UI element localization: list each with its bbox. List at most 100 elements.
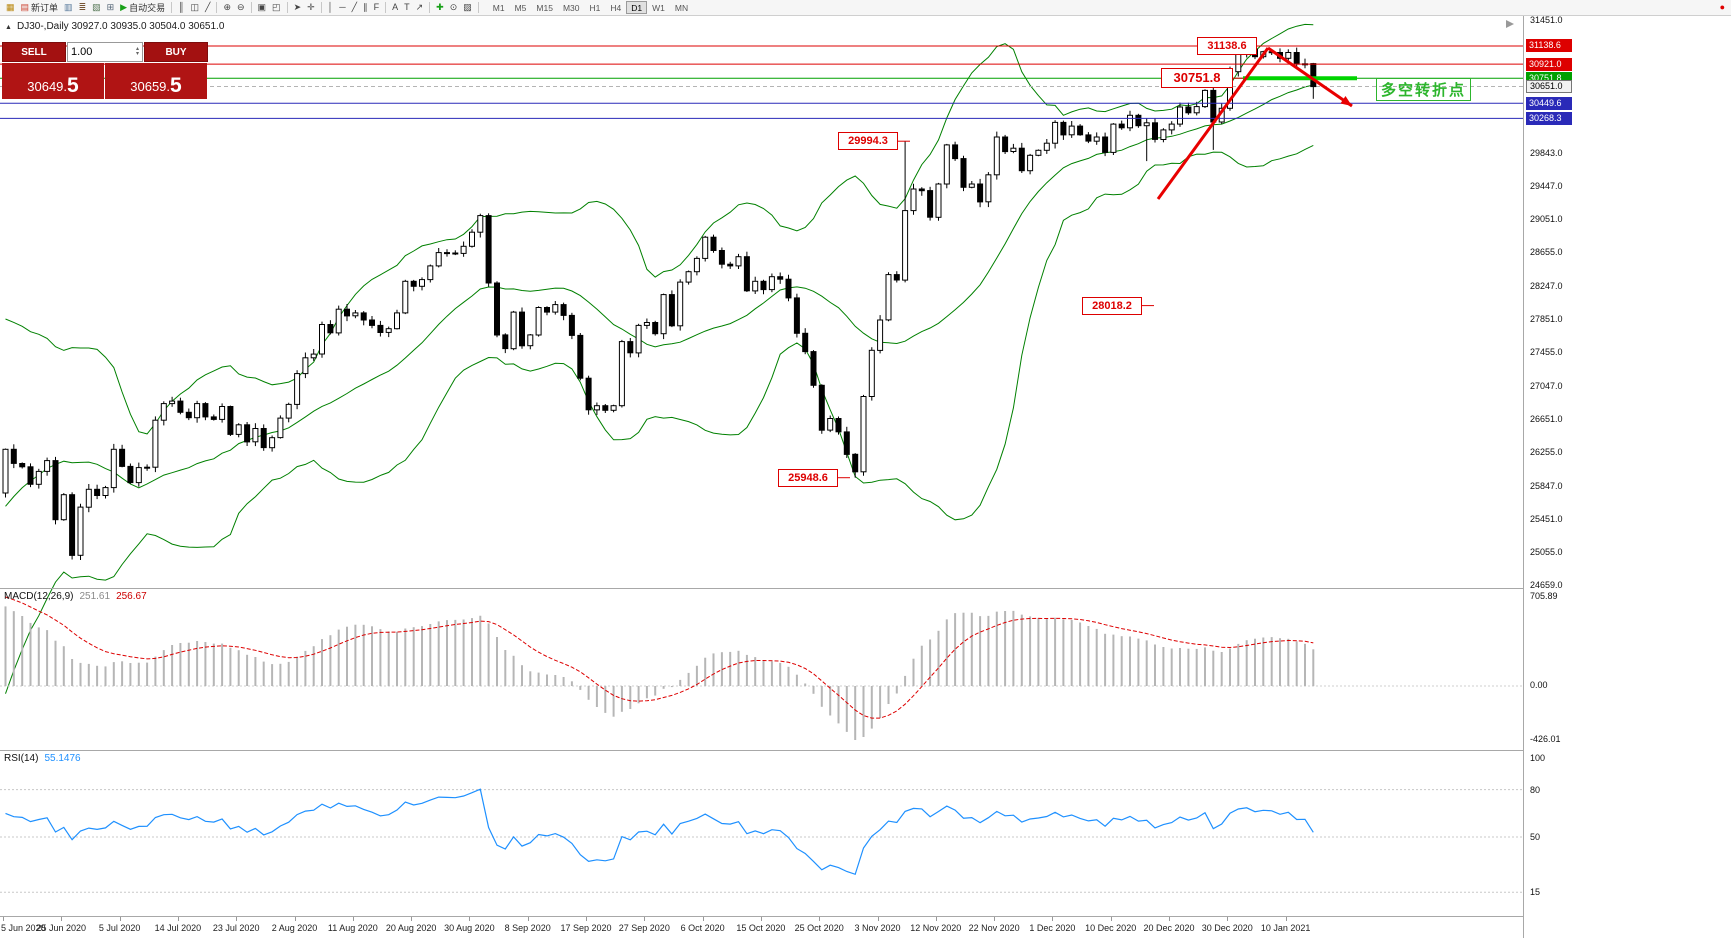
alert-icon[interactable]: ● — [1717, 1, 1728, 15]
date-axis-label: 15 Oct 2020 — [736, 923, 786, 933]
market-watch-icon[interactable]: ≣ — [76, 1, 90, 15]
main-macd-separator[interactable] — [0, 588, 1731, 589]
date-axis-tick — [469, 917, 471, 921]
price-callout-25948.6[interactable]: 25948.6 — [778, 468, 838, 487]
date-axis-label: 10 Jan 2021 — [1260, 923, 1311, 933]
price-axis-label: 29051.0 — [1530, 214, 1563, 225]
crosshair-icon[interactable]: ✛ — [304, 1, 318, 15]
period-icon[interactable]: ⊙ — [447, 1, 461, 15]
cursor-icon[interactable]: ➤ — [291, 1, 305, 15]
line-chart-icon[interactable]: ╱ — [202, 1, 213, 15]
date-axis-tick — [935, 917, 937, 921]
price-axis-label: 27455.0 — [1530, 346, 1563, 357]
zoom-in-icon: ⊕ — [223, 2, 231, 12]
timeframe-m30[interactable]: M30 — [562, 3, 580, 13]
price-axis-separator — [1523, 16, 1524, 938]
bar-chart-icon[interactable]: ║ — [175, 1, 187, 15]
zoom-in-icon[interactable]: ⊕ — [220, 1, 234, 15]
arrow-object-icon[interactable]: ↗ — [413, 1, 427, 15]
auto-trading-button[interactable]: ▶ 自动交易 — [117, 1, 168, 15]
tile-windows-icon[interactable]: ▣ — [255, 1, 270, 15]
timeframe-m15[interactable]: M15 — [536, 3, 553, 13]
cascade-windows-icon[interactable]: ◰ — [269, 1, 284, 15]
text-icon[interactable]: A — [389, 1, 401, 15]
price-callout-30751.8[interactable]: 30751.8 — [1161, 68, 1233, 89]
price-axis[interactable]: 31451.0 29843.0 29447.0 29051.0 28655.0 28247… — [1524, 0, 1731, 938]
channel-icon[interactable]: ∥ — [360, 1, 371, 15]
new-chart-icon[interactable]: ▦ — [3, 1, 18, 15]
date-axis-label: 30 Aug 2020 — [444, 923, 495, 933]
sell-button[interactable]: SELL — [2, 42, 66, 62]
chart-canvas[interactable] — [0, 0, 1523, 938]
new-order-button[interactable]: ▤ 新订单 — [18, 1, 62, 15]
template-icon: ▨ — [463, 2, 472, 12]
data-window-icon[interactable]: ▧ — [89, 1, 104, 15]
text-label-icon: T — [404, 2, 410, 12]
timeframe-mn[interactable]: MN — [674, 3, 689, 13]
horizontal-line-icon[interactable]: ─ — [336, 1, 348, 15]
macd-title-text: MACD(12,26,9) — [4, 591, 74, 602]
volume-spinner[interactable]: ▴ ▾ — [135, 46, 139, 57]
price-axis-label: 29843.0 — [1530, 148, 1563, 159]
horizontal-line-icon: ─ — [339, 2, 346, 12]
sell-price-panel[interactable]: 30649. 5 — [2, 63, 104, 99]
rsi-axis-label: 15 — [1530, 887, 1541, 898]
market-watch-icon: ≣ — [78, 2, 87, 12]
tile-windows-icon: ▣ — [257, 2, 267, 12]
volume-field[interactable]: 1.00 ▴ ▾ — [67, 42, 143, 62]
date-axis-tick — [1227, 917, 1229, 921]
price-axis-label: 25451.0 — [1530, 513, 1563, 524]
rsi-title-text: RSI(14) — [4, 753, 39, 764]
zoom-out-icon[interactable]: ⊖ — [234, 1, 248, 15]
rsi-axis-label: 50 — [1530, 832, 1541, 842]
date-axis-tick — [1052, 917, 1054, 921]
price-axis-label: 27047.0 — [1530, 380, 1563, 391]
buy-button[interactable]: BUY — [144, 42, 208, 62]
price-axis-label: 27851.0 — [1530, 313, 1563, 324]
chart-ohlc-title: DJ30-,Daily 30927.0 30935.0 30504.0 3065… — [17, 21, 225, 32]
date-axis-tick — [177, 917, 179, 921]
spinner-up-icon[interactable]: ▴ — [135, 46, 139, 52]
date-axis[interactable]: 5 Jun 2020 25 Jun 2020 5 Jul 2020 14 Jul 20… — [0, 917, 1523, 938]
date-axis-tick — [586, 917, 587, 921]
collapse-arrow-icon[interactable]: ▲ — [5, 24, 12, 31]
spinner-down-icon[interactable]: ▾ — [135, 51, 139, 57]
date-axis-label: 3 Nov 2020 — [854, 923, 901, 933]
timeframe-d1[interactable]: D1 — [626, 1, 648, 14]
template-icon[interactable]: ▨ — [460, 1, 475, 15]
price-callout-29994.3[interactable]: 29994.3 — [838, 132, 898, 151]
buy-price-panel[interactable]: 30659. 5 — [105, 63, 207, 99]
date-axis-tick — [352, 917, 354, 921]
vertical-line-icon[interactable]: │ — [325, 1, 337, 15]
timeframe-h4[interactable]: H4 — [610, 3, 622, 13]
timeframe-h1[interactable]: H1 — [589, 3, 601, 13]
price-tag-31138.6: 31138.6 — [1526, 39, 1572, 53]
macd-axis-label: -426.01 — [1530, 734, 1561, 744]
timeframe-m5[interactable]: M5 — [514, 3, 527, 13]
macd-rsi-separator[interactable] — [0, 750, 1731, 751]
toolbar-separator — [320, 2, 322, 13]
date-axis-label: 6 Oct 2020 — [680, 923, 725, 933]
date-axis-tick — [994, 917, 996, 921]
chart-profiles-icon[interactable]: ▥ — [61, 1, 76, 15]
note-annotation[interactable]: 多空转折点 — [1376, 78, 1472, 101]
candle-chart-icon[interactable]: ◫ — [188, 1, 203, 15]
toolbar-separator — [385, 2, 387, 13]
timeframe-m1[interactable]: M1 — [492, 3, 505, 13]
fibonacci-icon[interactable]: F — [371, 1, 383, 15]
price-callout-31138.6[interactable]: 31138.6 — [1197, 37, 1257, 55]
trendline-icon[interactable]: ╱ — [349, 1, 360, 15]
date-axis-label: 30 Dec 2020 — [1201, 923, 1253, 933]
sell-price-big: 5 — [67, 74, 79, 97]
price-callout-28018.2[interactable]: 28018.2 — [1082, 296, 1142, 315]
candle-chart-icon: ◫ — [190, 2, 200, 12]
date-axis-tick — [294, 917, 296, 921]
strategy-tester-icon[interactable]: ⊞ — [104, 1, 118, 15]
date-axis-tick — [411, 917, 413, 921]
timeframe-w1[interactable]: W1 — [652, 3, 665, 13]
text-label-icon[interactable]: T — [401, 1, 413, 15]
add-indicator-icon[interactable]: ✚ — [433, 1, 447, 15]
date-axis-tick — [1110, 917, 1112, 921]
date-axis-label: 11 Aug 2020 — [327, 923, 378, 933]
crosshair-icon: ✛ — [307, 2, 315, 12]
